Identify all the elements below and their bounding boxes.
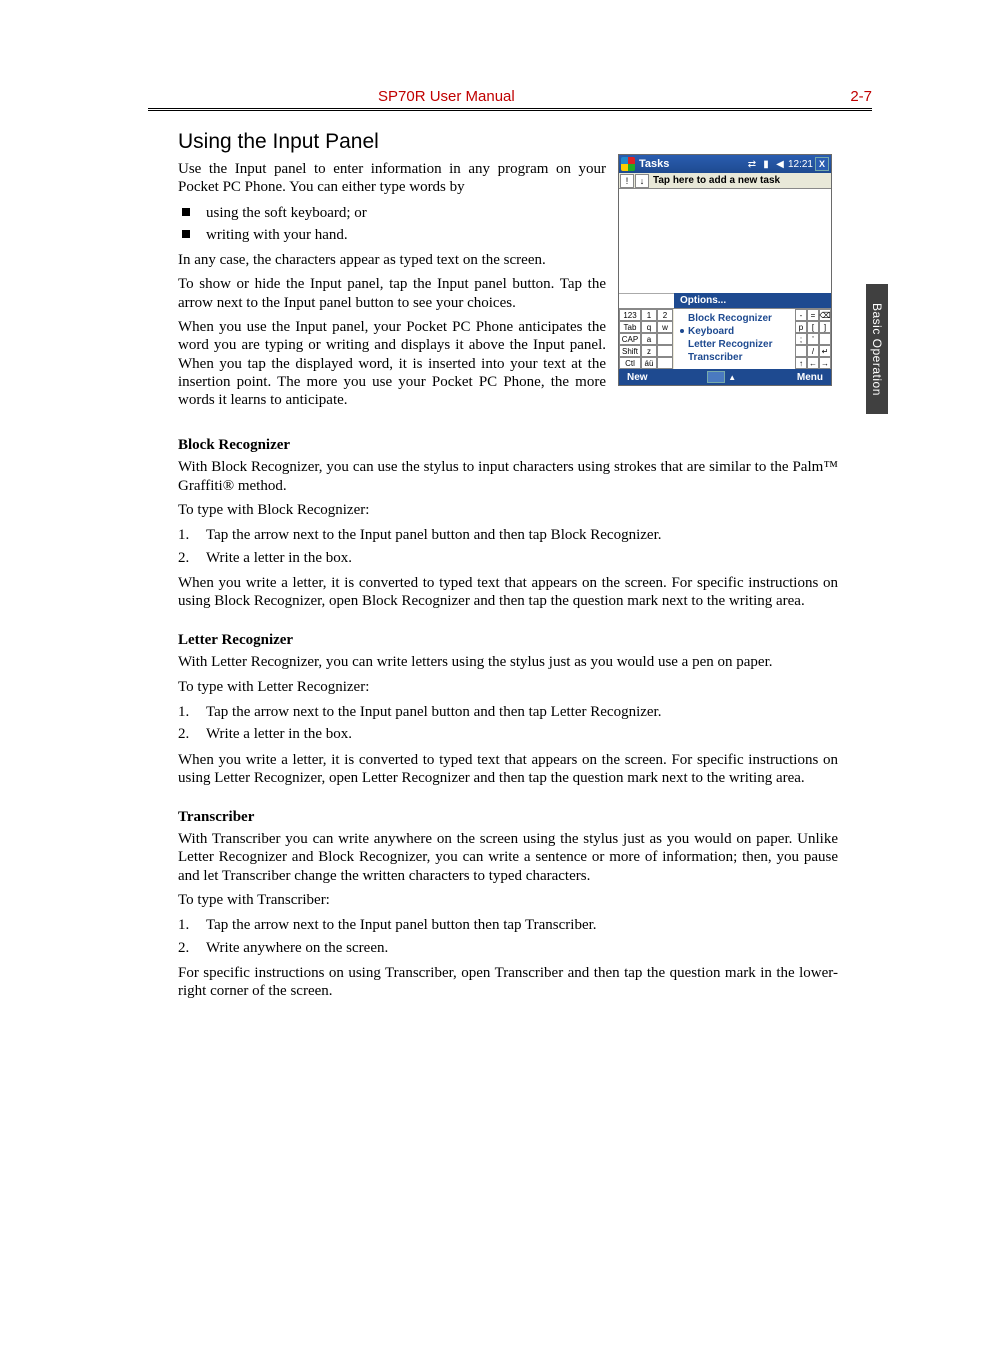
key-semicolon[interactable]: ; bbox=[795, 333, 807, 345]
input-panel-button[interactable] bbox=[707, 371, 725, 383]
paragraph: To type with Transcriber: bbox=[178, 891, 838, 909]
key-ctl[interactable]: Ctl bbox=[619, 357, 641, 369]
key-cap[interactable]: CAP bbox=[619, 333, 641, 345]
menu-letter-recognizer[interactable]: Letter Recognizer bbox=[680, 338, 789, 351]
subsection-heading: Letter Recognizer bbox=[178, 632, 838, 649]
paragraph: When you write a letter, it is converted… bbox=[178, 751, 838, 788]
paragraph: To type with Letter Recognizer: bbox=[178, 678, 838, 696]
key-up[interactable]: ↑ bbox=[795, 357, 807, 369]
key[interactable] bbox=[657, 345, 673, 357]
key-accent[interactable]: áü bbox=[641, 357, 657, 369]
key[interactable] bbox=[657, 333, 673, 345]
key-slash[interactable]: / bbox=[807, 345, 819, 357]
key-right[interactable]: → bbox=[819, 357, 831, 369]
key-2[interactable]: 2 bbox=[657, 309, 673, 321]
numbered-list: Tap the arrow next to the Input panel bu… bbox=[178, 525, 838, 568]
key-minus[interactable]: - bbox=[795, 309, 807, 321]
start-icon[interactable] bbox=[621, 157, 635, 171]
key-shift[interactable]: Shift bbox=[619, 345, 641, 357]
menu-block-recognizer[interactable]: Block Recognizer bbox=[680, 312, 789, 325]
key[interactable] bbox=[657, 357, 673, 369]
header-rule bbox=[148, 108, 872, 111]
softkey-new[interactable]: New bbox=[627, 372, 648, 383]
key-w[interactable]: w bbox=[657, 321, 673, 333]
options-menu-item[interactable]: Options... bbox=[674, 293, 831, 308]
key-a[interactable]: a bbox=[641, 333, 657, 345]
new-task-input[interactable]: Tap here to add a new task bbox=[649, 175, 831, 186]
softkey-menu[interactable]: Menu bbox=[797, 372, 823, 383]
list-item: Tap the arrow next to the Input panel bu… bbox=[178, 915, 838, 935]
numbered-list: Tap the arrow next to the Input panel bu… bbox=[178, 702, 838, 745]
close-button[interactable]: X bbox=[815, 157, 829, 171]
key-backspace[interactable]: ⌫ bbox=[819, 309, 831, 321]
device-titlebar: Tasks ⇄ ▮ ◀ 12:21 X bbox=[619, 155, 831, 173]
key-rbracket[interactable]: ] bbox=[819, 321, 831, 333]
key-123[interactable]: 123 bbox=[619, 309, 641, 321]
priority-button[interactable]: ! bbox=[620, 174, 634, 188]
clock-label: 12:21 bbox=[788, 159, 813, 170]
list-item: Write anywhere on the screen. bbox=[178, 938, 838, 958]
menu-transcriber[interactable]: Transcriber bbox=[680, 351, 789, 364]
signal-icon[interactable]: ▮ bbox=[760, 158, 772, 170]
key-1[interactable]: 1 bbox=[641, 309, 657, 321]
numbered-list: Tap the arrow next to the Input panel bu… bbox=[178, 915, 838, 958]
key-equals[interactable]: = bbox=[807, 309, 819, 321]
key-left[interactable]: ← bbox=[807, 357, 819, 369]
input-method-menu: Block Recognizer Keyboard Letter Recogni… bbox=[674, 309, 795, 369]
chapter-side-tab: Basic Operation bbox=[866, 284, 888, 414]
device-toolbar: ! ↓ Tap here to add a new task bbox=[619, 173, 831, 189]
key-tab[interactable]: Tab bbox=[619, 321, 641, 333]
paragraph: To type with Block Recognizer: bbox=[178, 501, 838, 519]
keyboard-left-fragment: 12312 Tabqw CAPa Shiftz Ctláü bbox=[619, 309, 674, 369]
header-page-number: 2-7 bbox=[850, 88, 872, 105]
device-command-bar: New ▲ Menu bbox=[619, 369, 831, 385]
paragraph: With Block Recognizer, you can use the s… bbox=[178, 458, 838, 495]
paragraph: With Letter Recognizer, you can write le… bbox=[178, 653, 838, 671]
list-item: Write a letter in the box. bbox=[178, 548, 838, 568]
paragraph: When you write a letter, it is converted… bbox=[178, 574, 838, 611]
list-item: using the soft keyboard; or bbox=[178, 203, 838, 223]
list-item: Tap the arrow next to the Input panel bu… bbox=[178, 525, 838, 545]
device-screenshot: Tasks ⇄ ▮ ◀ 12:21 X ! ↓ Tap here to add … bbox=[618, 154, 838, 386]
key-p[interactable]: p bbox=[795, 321, 807, 333]
input-panel-arrow[interactable]: ▲ bbox=[727, 371, 737, 383]
connectivity-icon[interactable]: ⇄ bbox=[746, 158, 758, 170]
paragraph: For specific instructions on using Trans… bbox=[178, 964, 838, 1001]
key[interactable] bbox=[795, 345, 807, 357]
menu-keyboard[interactable]: Keyboard bbox=[680, 325, 789, 338]
key-q[interactable]: q bbox=[641, 321, 657, 333]
page-content: Tasks ⇄ ▮ ◀ 12:21 X ! ↓ Tap here to add … bbox=[178, 130, 838, 1006]
key-lbracket[interactable]: [ bbox=[807, 321, 819, 333]
key-quote[interactable]: ' bbox=[807, 333, 819, 345]
header-title: SP70R User Manual bbox=[378, 88, 515, 105]
volume-icon[interactable]: ◀ bbox=[774, 158, 786, 170]
key-z[interactable]: z bbox=[641, 345, 657, 357]
key[interactable] bbox=[819, 333, 831, 345]
subsection-heading: Block Recognizer bbox=[178, 437, 838, 454]
page-header: SP70R User Manual 2-7 bbox=[148, 88, 872, 105]
list-item: Write a letter in the box. bbox=[178, 724, 838, 744]
list-item: Tap the arrow next to the Input panel bu… bbox=[178, 702, 838, 722]
list-item: writing with your hand. bbox=[178, 225, 838, 245]
keyboard-right-fragment: -=⌫ p[] ;' /↵ ↑←→ bbox=[795, 309, 831, 369]
section-heading: Using the Input Panel bbox=[178, 130, 838, 154]
sort-button[interactable]: ↓ bbox=[635, 174, 649, 188]
device-title: Tasks bbox=[639, 158, 746, 170]
paragraph: With Transcriber you can write anywhere … bbox=[178, 830, 838, 885]
subsection-heading: Transcriber bbox=[178, 809, 838, 826]
key-enter[interactable]: ↵ bbox=[819, 345, 831, 357]
